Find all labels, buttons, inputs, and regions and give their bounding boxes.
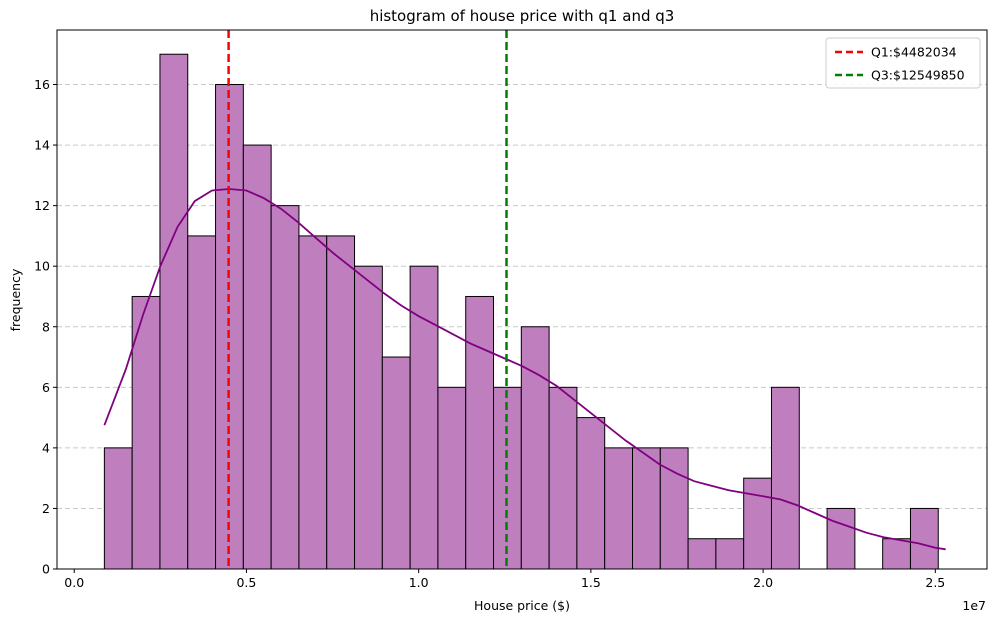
kde-curve bbox=[103, 188, 946, 551]
y-tick-label: 12 bbox=[34, 198, 50, 213]
y-tick-label: 0 bbox=[42, 562, 50, 577]
quartile-lines bbox=[227, 30, 508, 569]
histogram-bar bbox=[437, 386, 467, 570]
x-tick-label: 0.5 bbox=[236, 575, 256, 590]
y-tick-label: 6 bbox=[42, 380, 50, 395]
y-tick-label: 14 bbox=[34, 138, 50, 153]
histogram-bar bbox=[103, 447, 133, 570]
histogram-bar bbox=[631, 447, 661, 570]
histogram-bar bbox=[187, 235, 217, 570]
histogram-bar bbox=[242, 144, 272, 570]
x-axis-ticks: 0.0 0.5 1.0 1.5 2.0 2.5 bbox=[64, 569, 945, 590]
x-tick-label: 2.5 bbox=[925, 575, 945, 590]
histogram-bar bbox=[520, 326, 550, 570]
kde-line bbox=[103, 188, 946, 551]
histogram-bar bbox=[465, 295, 495, 570]
x-tick-label: 2.0 bbox=[753, 575, 773, 590]
histogram-bar bbox=[159, 53, 189, 570]
x-axis-label: House price ($) bbox=[474, 598, 570, 613]
histogram-bar bbox=[270, 205, 300, 570]
histogram-bar bbox=[381, 356, 411, 570]
histogram-bar bbox=[576, 417, 606, 570]
histogram-bar bbox=[743, 477, 772, 570]
histogram-bar bbox=[409, 265, 439, 570]
x-tick-label: 0.0 bbox=[64, 575, 84, 590]
y-tick-label: 10 bbox=[34, 259, 50, 274]
histogram-bar bbox=[354, 265, 383, 570]
histogram-bar bbox=[715, 538, 745, 570]
histogram-bar bbox=[326, 235, 356, 570]
legend: Q1:$4482034 Q3:$12549850 bbox=[825, 37, 981, 89]
histogram-bar bbox=[298, 235, 328, 570]
histogram-bar bbox=[882, 538, 911, 570]
x-tick-label: 1.5 bbox=[581, 575, 601, 590]
histogram-bar bbox=[604, 447, 633, 570]
y-tick-label: 16 bbox=[34, 77, 50, 92]
x-axis-offset-text: 1e7 bbox=[962, 598, 986, 613]
y-tick-label: 2 bbox=[42, 501, 50, 516]
y-axis-ticks: 0 2 4 6 8 10 12 14 16 bbox=[34, 77, 57, 577]
x-tick-label: 1.0 bbox=[409, 575, 429, 590]
y-axis-label: frequency bbox=[8, 268, 23, 331]
histogram-bar bbox=[826, 507, 856, 570]
legend-box bbox=[825, 37, 981, 89]
histogram-bar bbox=[909, 507, 939, 570]
chart-title: histogram of house price with q1 and q3 bbox=[370, 7, 675, 25]
plot-frame bbox=[56, 29, 988, 570]
legend-label-q3: Q3:$12549850 bbox=[871, 68, 965, 83]
histogram-bar bbox=[770, 386, 800, 570]
legend-label-q1: Q1:$4482034 bbox=[871, 45, 957, 60]
y-tick-label: 4 bbox=[42, 440, 50, 455]
histogram-bar bbox=[548, 386, 578, 570]
histogram-bar bbox=[687, 538, 717, 570]
y-tick-label: 8 bbox=[42, 319, 50, 334]
